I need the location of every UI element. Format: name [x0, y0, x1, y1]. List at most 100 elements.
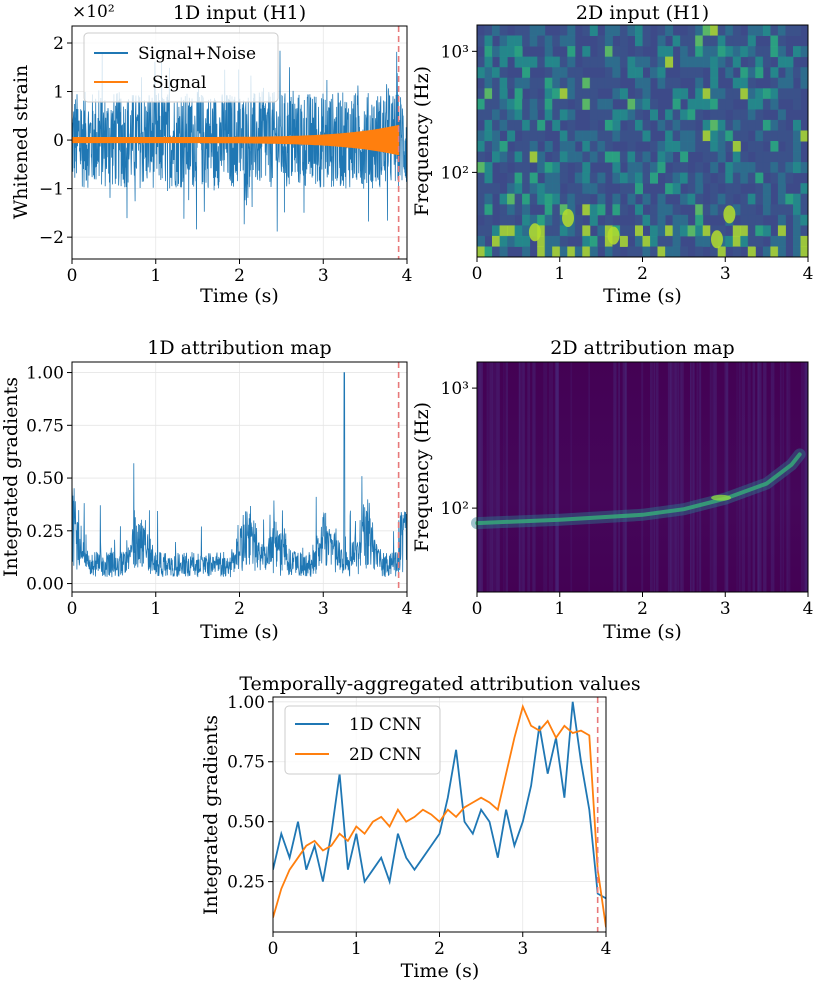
p2-heatmap-cell [559, 130, 568, 142]
p2-heatmap-cell [710, 193, 719, 205]
p2-heatmap-cell [484, 77, 493, 89]
p4-heatmap-stripe [787, 362, 791, 592]
p2-heatmap-cell [732, 204, 741, 216]
p2-heatmap-cell [514, 88, 523, 100]
p4-heatmap-stripe [543, 362, 548, 592]
p2-heatmap-cell [665, 225, 674, 237]
p2-heatmap-cell [552, 151, 561, 163]
p2-heatmap-cell [710, 67, 719, 79]
p2-heatmap-cell [484, 56, 493, 68]
p2-heatmap-cell [717, 25, 726, 36]
p2-heatmap-cell [695, 77, 704, 89]
p2-heatmap-cell [507, 77, 516, 89]
p4-xtick-label: 4 [803, 599, 813, 619]
p2-heatmap-cell [762, 130, 771, 142]
p4-heatmap-stripe [713, 362, 715, 592]
p1-ytick-label: 1 [53, 83, 64, 103]
p2-heatmap-cell [657, 119, 666, 131]
p2-heatmap-cell [665, 235, 674, 247]
p2-heatmap-cell [529, 77, 538, 89]
p2-heatmap-cell [702, 98, 711, 110]
p2-heatmap-cell [552, 109, 561, 121]
p2-heatmap-cell [725, 172, 734, 184]
p2-heatmap-cell [777, 246, 786, 258]
p2-heatmap-cell [507, 119, 516, 131]
p2-heatmap-cell [627, 56, 636, 68]
p2-heatmap-cell [747, 246, 756, 258]
p2-heatmap-cell [597, 35, 606, 47]
p2-heatmap-cell [755, 162, 764, 174]
p2-title: 2D input (H1) [576, 2, 709, 24]
p4-heatmap-stripe [673, 362, 675, 592]
p2-heatmap-cell [747, 214, 756, 226]
p2-heatmap-cell [492, 88, 500, 100]
p2-heatmap-cell [484, 46, 493, 58]
p2-heatmap-cell [687, 130, 696, 142]
p2-heatmap-cell [537, 214, 546, 226]
p2-heatmap-cell [702, 151, 711, 163]
p2-heatmap-cell [740, 193, 749, 205]
p1-xtick-label: 3 [318, 266, 329, 286]
p2-heatmap-cell [725, 235, 734, 247]
p2-heatmap-cell [687, 119, 696, 131]
p2-heatmap-cell [777, 77, 786, 89]
p2-heatmap-cell [477, 141, 485, 152]
p2-heatmap-cell [680, 56, 689, 68]
p5-xtick-label: 1 [351, 939, 362, 959]
p2-heatmap-cell [619, 225, 628, 237]
p3-plot [72, 362, 407, 592]
p2-heatmap-cell [544, 193, 553, 205]
p2-heatmap-cell [672, 172, 681, 184]
p2-heatmap-cell [725, 98, 734, 110]
p2-heatmap-cell [492, 46, 500, 58]
p2-heatmap-cell [552, 204, 561, 216]
p2-heatmap-cell [574, 98, 583, 110]
p2-heatmap-cell [687, 98, 696, 110]
p1-xticks: 0 1 2 3 4 [67, 259, 412, 286]
p2-heatmap-cell [529, 141, 538, 152]
p2-heatmap-cell [522, 246, 531, 258]
p2-heatmap-cell [642, 193, 651, 205]
p2-heatmap-cell [762, 162, 771, 174]
p4-heatmap-stripe [805, 362, 808, 592]
p3-ytick-label: 0.25 [26, 522, 64, 542]
p2-heatmap-cell [597, 225, 606, 237]
p2-heatmap-cell [642, 77, 651, 89]
p2-heatmap-cell [589, 204, 598, 216]
p2-heatmap-cell [785, 25, 794, 36]
p2-heatmap-cell [777, 183, 786, 195]
p3-title: 1D attribution map [147, 337, 331, 359]
p2-heatmap-blob [528, 223, 541, 242]
p2-xtick-label: 1 [554, 264, 565, 284]
p2-heatmap-cell [499, 151, 508, 163]
p4-ytick-label: 10³ [441, 379, 469, 399]
p2-heatmap-cell [732, 119, 741, 131]
p2-heatmap-cell [522, 183, 531, 195]
p2-heatmap-cell [484, 130, 493, 142]
p2-heatmap-cell [619, 151, 628, 163]
p2-heatmap-cell [612, 162, 621, 174]
p5-title: Temporally-aggregated attribution values [239, 673, 640, 695]
p4-yticks: 10² 10³ [441, 379, 477, 519]
p4-heatmap-stripe [622, 362, 627, 592]
p2-heatmap-cell [507, 214, 516, 226]
p2-heatmap-cell [717, 35, 726, 47]
p3-ytick-label: 0.50 [26, 469, 64, 489]
p2-heatmap-cell [732, 246, 741, 258]
p2-heatmap-cell [552, 172, 561, 184]
p2-heatmap-cell [717, 46, 726, 58]
p4-heatmap-stripe [503, 362, 505, 592]
p4-heatmap-stripe [479, 362, 483, 592]
p2-heatmap-cell [702, 46, 711, 58]
p2-heatmap-cell [717, 109, 726, 121]
p2-heatmap-cell [514, 98, 523, 110]
p2-heatmap-cell [747, 162, 756, 174]
p1-xtick-label: 1 [150, 266, 161, 286]
p2-heatmap-cell [740, 88, 749, 100]
p2-heatmap-cell [680, 141, 689, 152]
p2-heatmap-cell [514, 204, 523, 216]
p2-heatmap-cell [522, 119, 531, 131]
p2-heatmap-cell [522, 204, 531, 216]
p2-heatmap-cell [574, 88, 583, 100]
p2-heatmap-cell [710, 162, 719, 174]
